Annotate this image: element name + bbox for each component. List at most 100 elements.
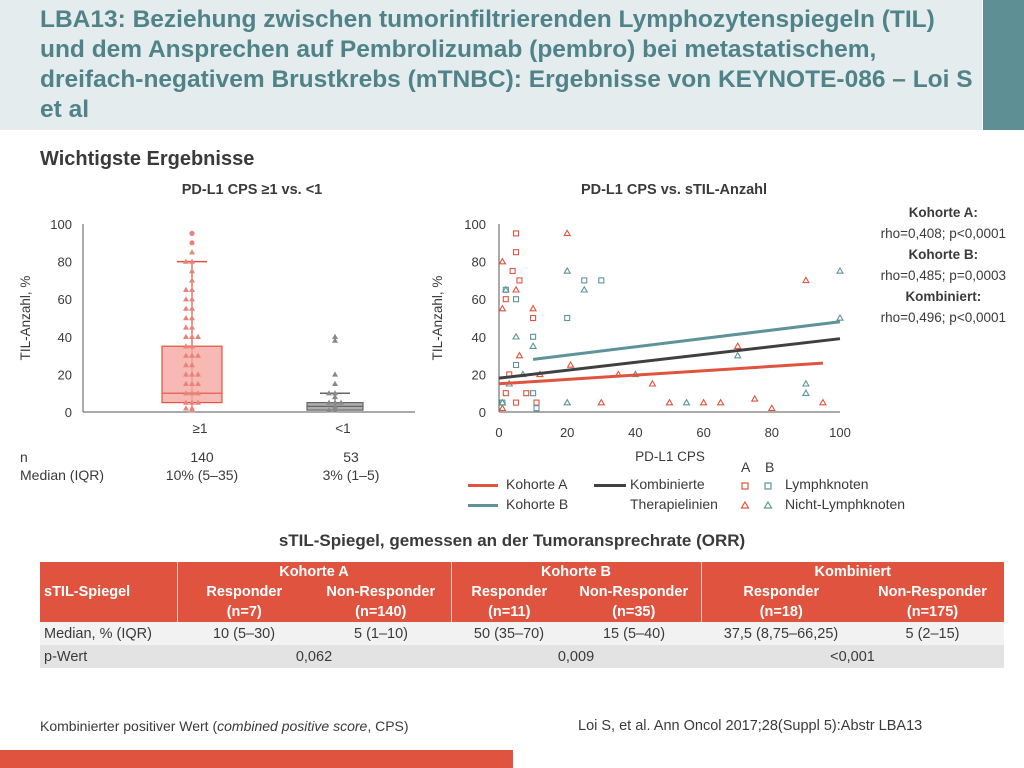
scatter-x-tick-label: 60: [696, 425, 710, 440]
table-row-pvalue: p-Wert 0,062 0,009 <0,001: [40, 645, 1004, 668]
scatter-point-square: [513, 230, 520, 237]
box-data-point: [189, 380, 195, 386]
box-data-point: [189, 324, 195, 330]
legend-label-cohort-a: Kohorte A: [506, 476, 568, 492]
cell-median-c-resp: 37,5 (8,75–66,25): [701, 622, 861, 645]
cell-median-a-resp: 10 (5–30): [177, 622, 311, 645]
footnote-start: Kombinierter positiver Wert (: [40, 718, 218, 734]
scatter-point-triangle: [498, 404, 507, 411]
box-data-point: [189, 352, 195, 358]
scatter-point-square: [523, 390, 530, 397]
scatter-x-tick-label: 100: [829, 425, 851, 440]
scatter-y-axis-label: TIL-Anzahl, %: [430, 276, 445, 361]
stat-combined-label: Kombiniert:: [905, 289, 982, 304]
scatter-point-triangle: [498, 398, 507, 406]
scatter-point-triangle: [597, 398, 606, 406]
scatter-point-triangle: [836, 313, 844, 321]
orr-table: sTIL-Spiegel Kohorte A Kohorte B Kombini…: [40, 562, 1004, 668]
legend-triangle-a: [740, 500, 750, 509]
cell-median-c-nonresp: 5 (2–15): [861, 622, 1004, 645]
th-c-nonresponder: Non-Responder: [861, 582, 1004, 602]
th-b-responder-n: (n=11): [450, 602, 567, 622]
table-header-row-1: sTIL-Spiegel Kohorte A Kohorte B Kombini…: [40, 562, 1004, 622]
th-c-nonresponder-n: (n=175): [861, 602, 1004, 622]
n-value-lt1: 53: [343, 449, 359, 465]
regression-line: [498, 337, 841, 380]
regression-line: [498, 361, 824, 386]
box-data-point: [189, 258, 195, 264]
box-data-point: [183, 362, 189, 368]
scatter-x-tick-label: 80: [765, 425, 779, 440]
box-y-axis-label: TIL-Anzahl, %: [18, 276, 33, 361]
box-data-point: [332, 371, 338, 377]
scatter-point-square: [530, 390, 537, 397]
scatter-point-square: [513, 249, 520, 256]
scatter-point-triangle: [529, 304, 538, 312]
scatter-point-triangle: [566, 360, 575, 368]
box-data-point: [189, 240, 195, 246]
scatter-point-triangle: [716, 398, 725, 406]
box-chart-title: PD-L1 CPS ≥1 vs. <1: [182, 182, 323, 198]
n-value-ge1: 140: [190, 449, 214, 465]
scatter-point-triangle: [515, 351, 524, 359]
th-a-nonresponder: Non-Responder: [311, 582, 451, 602]
box-data-point: [183, 258, 189, 264]
scatter-point-triangle: [750, 394, 759, 402]
scatter-point-triangle: [836, 266, 844, 274]
scatter-point-square: [502, 296, 509, 303]
th-b-nonresponder: Non-Responder: [567, 582, 701, 602]
box-data-point: [195, 380, 201, 386]
box-data-point: [189, 399, 195, 405]
row-label-pvalue: p-Wert: [40, 645, 177, 668]
scatter-point-triangle: [818, 398, 827, 406]
scatter-point-triangle: [733, 351, 742, 359]
legend-triangle-b: [763, 500, 773, 509]
th-c-responder: Responder: [700, 582, 861, 602]
scatter-point-square: [513, 296, 520, 303]
cell-median-a-nonresp: 5 (1–10): [311, 622, 451, 645]
title-banner: LBA13: Beziehung zwischen tumorinfiltrie…: [0, 0, 982, 130]
box-data-point: [183, 296, 189, 302]
box-y-tick-label: 100: [50, 217, 72, 232]
box-data-point: [189, 268, 195, 274]
scatter-y-tick-label: 0: [479, 405, 486, 420]
box-data-point: [189, 371, 195, 377]
box-data-point: [189, 333, 195, 339]
page-title: LBA13: Beziehung zwischen tumorinfiltrie…: [40, 6, 973, 123]
box-data-point: [189, 390, 195, 396]
n-label: n: [20, 449, 28, 465]
scatter-point-triangle: [563, 266, 572, 274]
scatter-point-triangle: [563, 398, 572, 406]
box-data-point: [338, 399, 344, 405]
th-b-responder: Responder: [450, 582, 567, 602]
box-data-point: [183, 352, 189, 358]
reference-citation: Loi S, et al. Ann Oncol 2017;28(Suppl 5)…: [578, 718, 923, 734]
scatter-point-square: [513, 361, 520, 369]
box-data-point: [189, 296, 195, 302]
box-data-point: [332, 393, 338, 400]
scatter-y-tick-label: 60: [472, 292, 486, 307]
scatter-x-tick-label: 20: [560, 425, 574, 440]
scatter-chart-title: PD-L1 CPS vs. sTIL-Anzahl: [581, 182, 767, 198]
scatter-point-triangle: [580, 285, 589, 293]
box-data-point: [189, 249, 195, 255]
scatter-point-triangle: [682, 398, 691, 406]
scatter-point-square: [533, 399, 540, 406]
box-data-point: [195, 399, 201, 405]
cell-pvalue-a: 0,062: [177, 645, 451, 668]
scatter-y-tick-label: 40: [472, 330, 486, 345]
box-data-point: [183, 315, 189, 321]
box-data-point: [189, 277, 195, 283]
legend-header-b: B: [765, 459, 775, 475]
footnote-italic: combined positive score: [217, 718, 368, 734]
th-b-nonresponder-n: (n=35): [567, 602, 701, 622]
box-plot-chart: PD-L1 CPS ≥1 vs. <1 TIL-Anzahl, % 0 20 40 6…: [18, 182, 415, 436]
cell-median-b-nonresp: 15 (5–40): [567, 622, 701, 645]
footnote: Kombinierter positiver Wert (combined po…: [40, 718, 409, 734]
legend-square-a: [741, 482, 749, 490]
scatter-point-square: [516, 277, 523, 284]
legend-line-combined: [594, 484, 626, 487]
box-data-point: [326, 407, 332, 413]
legend-label-combined-2: Therapielinien: [630, 496, 718, 512]
scatter-x-axis-label: PD-L1 CPS: [635, 449, 705, 464]
